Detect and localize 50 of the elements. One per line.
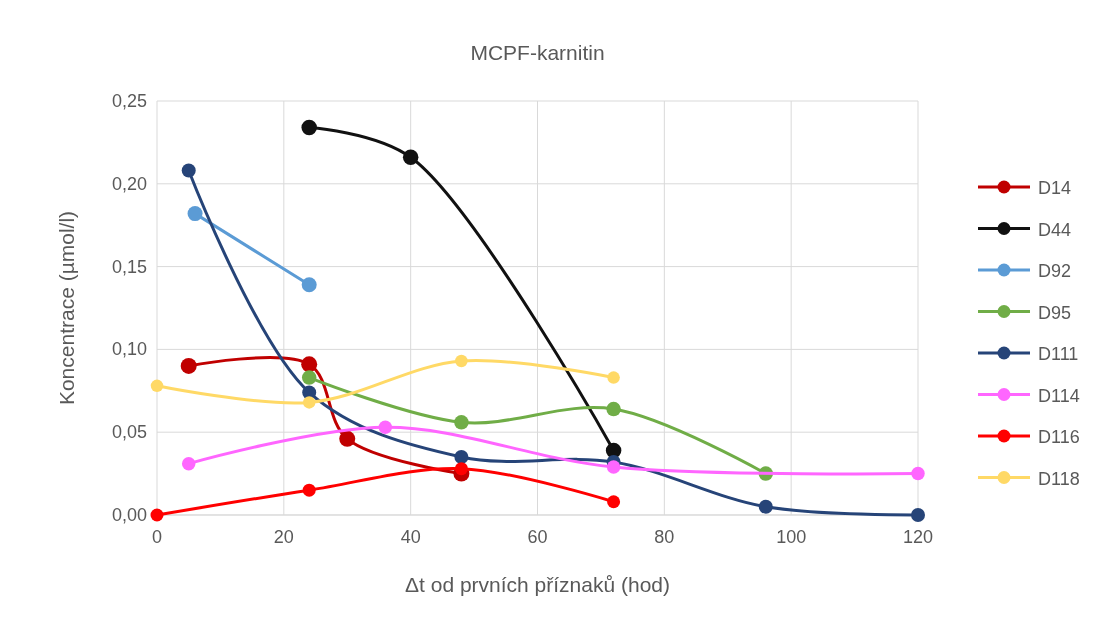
point	[454, 462, 468, 476]
x-tick-label: 0	[151, 527, 163, 547]
point	[339, 430, 356, 447]
legend-label: D116	[1038, 427, 1080, 447]
x-tick-label: 40	[400, 527, 421, 547]
x-tick-label: 80	[654, 527, 675, 547]
point	[150, 379, 164, 393]
y-tick-label: 0,05	[111, 422, 147, 443]
legend-label: D95	[1038, 302, 1072, 323]
y-tick-label: 0,25	[111, 91, 147, 111]
point	[181, 456, 196, 471]
x-axis-title: Δt od prvních příznaků (hod)	[405, 573, 670, 596]
point	[911, 466, 925, 481]
point	[150, 508, 164, 522]
legend-label: D118	[1038, 468, 1080, 489]
y-tick-label: 0,20	[111, 173, 147, 194]
point	[607, 371, 620, 384]
point	[758, 499, 773, 514]
point	[606, 460, 621, 474]
legend-label: D111	[1038, 344, 1079, 364]
point	[454, 450, 469, 465]
point	[607, 495, 621, 509]
point	[402, 149, 419, 166]
y-axis-title: Koncentrace (µmol/l)	[55, 210, 78, 406]
point	[187, 206, 203, 222]
legend-label: D44	[1038, 219, 1072, 240]
x-tick-label: 120	[902, 527, 934, 547]
legend-label: D92	[1038, 261, 1072, 281]
point	[302, 396, 316, 409]
point	[181, 163, 196, 178]
point	[606, 401, 621, 417]
point	[302, 483, 316, 497]
point	[454, 415, 469, 430]
chart-title: MCPF-karnitin	[470, 41, 605, 64]
legend-label: D114	[1038, 385, 1080, 406]
point	[180, 357, 197, 374]
y-tick-label: 0,10	[111, 339, 147, 360]
point	[378, 420, 393, 434]
point	[911, 508, 925, 522]
y-tick-label: 0,15	[111, 256, 147, 277]
x-tick-label: 20	[273, 527, 294, 547]
point	[301, 119, 317, 136]
legend-label: D14	[1038, 178, 1072, 198]
point	[301, 277, 317, 293]
point	[301, 370, 317, 385]
x-tick-label: 100	[776, 527, 807, 547]
point	[455, 354, 468, 368]
x-tick-label: 60	[527, 527, 548, 547]
point	[301, 356, 318, 373]
y-tick-label: 0,00	[111, 505, 147, 525]
